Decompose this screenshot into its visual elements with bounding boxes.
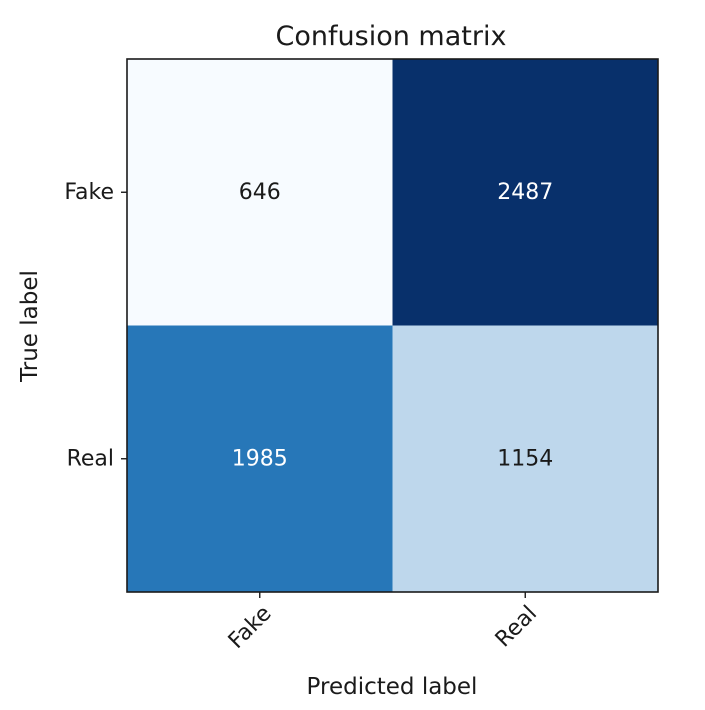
heatmap-cell-fake-fake	[127, 59, 393, 326]
heatmap-cell-real-real	[392, 325, 659, 593]
heatmap-cell-fake-real	[392, 59, 659, 326]
heatmap-cell-real-fake	[127, 325, 393, 593]
cell-value-label: 1154	[497, 446, 553, 471]
plot-frame	[126, 58, 659, 593]
cell-value-label: 646	[239, 180, 281, 205]
heatmap-cell-labels: 646 2487 1985 1154	[232, 180, 554, 472]
y-axis-ticks: Fake Real	[64, 180, 127, 471]
x-tick-label: Fake	[224, 601, 277, 654]
x-tick-label: Real	[491, 601, 542, 652]
y-tick-label: Real	[67, 446, 114, 471]
x-axis-label: Predicted label	[307, 674, 478, 700]
heatmap-cells	[127, 59, 659, 593]
cell-value-label: 2487	[497, 180, 553, 205]
chart-title: Confusion matrix	[276, 21, 507, 52]
y-tick-label: Fake	[64, 180, 114, 205]
y-axis-label: True label	[17, 270, 43, 383]
x-axis-ticks: Fake Real	[224, 592, 542, 654]
cell-value-label: 1985	[232, 446, 288, 471]
